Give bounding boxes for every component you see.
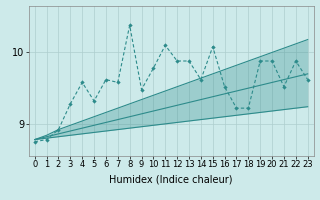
X-axis label: Humidex (Indice chaleur): Humidex (Indice chaleur) [109, 175, 233, 185]
